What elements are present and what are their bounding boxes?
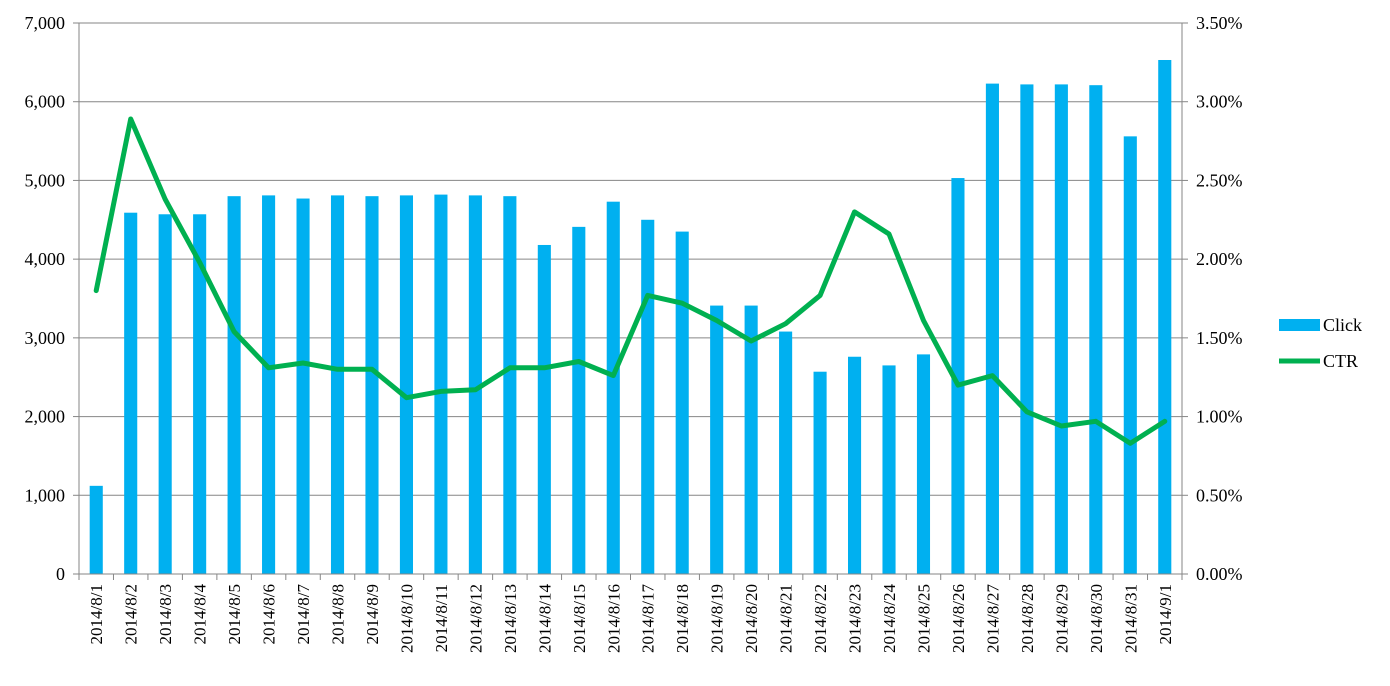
bar-click-2014/8/5 bbox=[227, 196, 241, 574]
bar-click-2014/8/15 bbox=[572, 226, 586, 574]
legend-label-ctr: CTR bbox=[1323, 351, 1358, 371]
left-tick-label: 2,000 bbox=[25, 407, 66, 427]
x-tick-label: 2014/8/5 bbox=[225, 584, 244, 644]
bar-click-2014/8/7 bbox=[296, 198, 310, 575]
bar-click-2014/8/2 bbox=[124, 212, 138, 575]
bar-click-2014/8/18 bbox=[675, 231, 689, 575]
legend: Click CTR bbox=[1279, 315, 1362, 371]
right-tick-label: 3.00% bbox=[1196, 92, 1243, 112]
gridlines bbox=[79, 22, 1182, 496]
x-tick-label: 2014/8/14 bbox=[535, 584, 554, 653]
bar-click-2014/8/31 bbox=[1123, 136, 1137, 574]
bar-click-2014/8/16 bbox=[606, 201, 620, 574]
bar-click-2014/8/27 bbox=[985, 83, 999, 575]
bar-click-2014/8/12 bbox=[468, 195, 482, 575]
bar-click-2014/8/6 bbox=[262, 195, 276, 575]
x-tick-label: 2014/8/8 bbox=[329, 584, 348, 644]
x-tick-label: 2014/8/19 bbox=[708, 584, 727, 653]
bar-click-2014/8/29 bbox=[1054, 84, 1068, 574]
bar-click-2014/8/14 bbox=[537, 244, 551, 574]
bar-click-2014/8/8 bbox=[330, 195, 345, 575]
x-tick-label: 2014/8/17 bbox=[639, 584, 658, 653]
x-tick-label: 2014/8/18 bbox=[673, 584, 692, 653]
bar-click-2014/9/1 bbox=[1158, 59, 1172, 574]
axes bbox=[73, 22, 1188, 580]
x-tick-label: 2014/8/13 bbox=[501, 584, 520, 653]
bar-click-2014/8/30 bbox=[1089, 85, 1103, 574]
x-tick-label: 2014/8/31 bbox=[1121, 584, 1140, 653]
left-tick-label: 1,000 bbox=[25, 485, 66, 505]
x-tick-label: 2014/8/29 bbox=[1052, 584, 1071, 653]
bar-click-2014/8/25 bbox=[916, 354, 931, 574]
x-tick-label: 2014/8/28 bbox=[1018, 584, 1037, 653]
bar-click-2014/8/3 bbox=[158, 214, 172, 575]
ctr-line bbox=[93, 116, 1168, 446]
bar-click-2014/8/19 bbox=[710, 305, 724, 574]
x-axis-ticks: 2014/8/1 2014/8/2 2014/8/3 2014/8/4 2014/8/5… bbox=[87, 584, 1175, 653]
x-tick-label: 2014/8/2 bbox=[122, 584, 141, 644]
right-tick-label: 1.50% bbox=[1196, 328, 1243, 348]
x-tick-label: 2014/8/11 bbox=[432, 584, 451, 652]
bar-click-2014/8/13 bbox=[503, 196, 517, 574]
bar-click-2014/8/11 bbox=[434, 194, 448, 574]
bar-click-2014/8/28 bbox=[1020, 84, 1034, 574]
right-tick-label: 1.00% bbox=[1196, 407, 1243, 427]
bar-click-2014/8/24 bbox=[882, 365, 896, 574]
right-tick-label: 3.50% bbox=[1196, 13, 1243, 33]
left-tick-label: 3,000 bbox=[25, 328, 66, 348]
line-ctr bbox=[93, 116, 1168, 446]
x-tick-label: 2014/8/16 bbox=[604, 584, 623, 653]
x-tick-label: 2014/8/4 bbox=[191, 584, 210, 645]
right-tick-label: 0.00% bbox=[1196, 564, 1243, 584]
x-tick-label: 2014/8/23 bbox=[846, 584, 865, 653]
left-tick-label: 6,000 bbox=[25, 92, 66, 112]
bar-click-2014/8/26 bbox=[951, 178, 965, 574]
bar-click-2014/8/22 bbox=[813, 371, 827, 574]
right-tick-label: 2.00% bbox=[1196, 249, 1243, 269]
left-tick-label: 5,000 bbox=[25, 170, 66, 190]
right-axis-ticks: 0.00% 0.50% 1.00% 1.50% 2.00% 2.50% 3.00% 3.50% bbox=[1196, 13, 1243, 584]
x-tick-label: 2014/8/9 bbox=[363, 584, 382, 644]
x-tick-label: 2014/8/24 bbox=[880, 584, 899, 653]
left-tick-label: 0 bbox=[56, 564, 65, 584]
x-tick-label: 2014/8/7 bbox=[294, 584, 313, 645]
bar-click-2014/8/4 bbox=[193, 214, 207, 575]
bar-click-2014/8/21 bbox=[779, 331, 793, 574]
x-tick-label: 2014/8/26 bbox=[949, 584, 968, 653]
x-tick-label: 2014/8/15 bbox=[570, 584, 589, 653]
x-tick-label: 2014/8/10 bbox=[397, 584, 416, 653]
right-tick-label: 2.50% bbox=[1196, 170, 1243, 190]
bar-click-2014/8/20 bbox=[744, 305, 758, 574]
left-axis-ticks: 0 1,000 2,000 3,000 4,000 5,000 6,000 7,000 bbox=[25, 13, 66, 584]
x-tick-label: 2014/9/1 bbox=[1156, 584, 1175, 644]
bar-click-2014/8/1 bbox=[89, 485, 103, 574]
legend-label-click: Click bbox=[1323, 315, 1362, 335]
x-tick-label: 2014/8/12 bbox=[466, 584, 485, 653]
bar-click-2014/8/9 bbox=[365, 196, 379, 574]
click-bars bbox=[89, 59, 1172, 575]
right-tick-label: 0.50% bbox=[1196, 485, 1243, 505]
x-tick-label: 2014/8/1 bbox=[87, 584, 106, 644]
x-tick-label: 2014/8/20 bbox=[742, 584, 761, 653]
x-tick-label: 2014/8/22 bbox=[811, 584, 830, 653]
bar-click-2014/8/10 bbox=[399, 195, 414, 575]
x-tick-label: 2014/8/3 bbox=[156, 584, 175, 644]
legend-swatch-click bbox=[1279, 319, 1320, 331]
x-tick-label: 2014/8/27 bbox=[983, 584, 1002, 653]
x-tick-label: 2014/8/6 bbox=[260, 584, 279, 644]
bar-click-2014/8/17 bbox=[641, 219, 655, 575]
x-tick-label: 2014/8/25 bbox=[914, 584, 933, 653]
left-tick-label: 4,000 bbox=[25, 249, 66, 269]
x-tick-label: 2014/8/30 bbox=[1087, 584, 1106, 653]
left-tick-label: 7,000 bbox=[25, 13, 66, 33]
x-tick-label: 2014/8/21 bbox=[777, 584, 796, 653]
bar-click-2014/8/23 bbox=[847, 356, 862, 574]
